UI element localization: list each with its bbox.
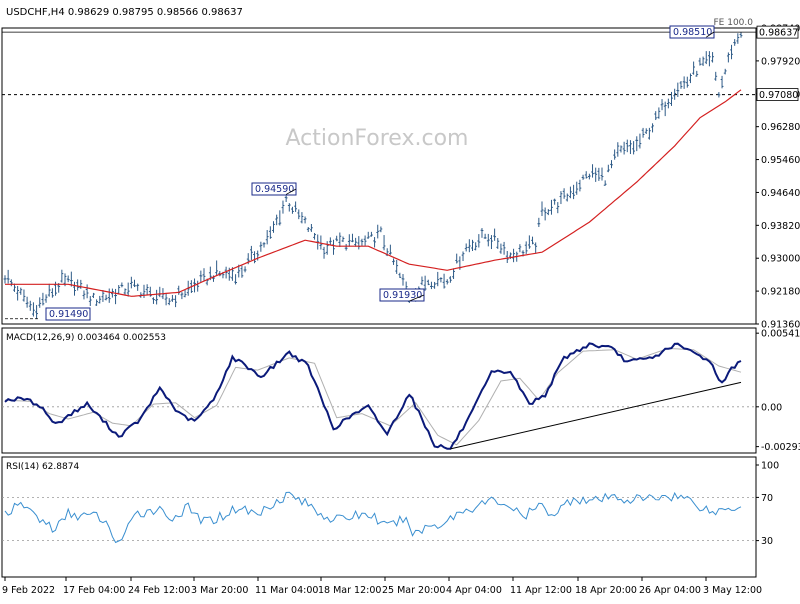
rsi-title: RSI(14) 62.8874: [6, 462, 79, 472]
price-tick-label: 0.91360: [761, 320, 800, 331]
macd-line: [4, 342, 742, 450]
annotation-label: 0.91490: [49, 309, 88, 320]
price-tick-label: 0.93000: [761, 254, 800, 265]
rsi-tick-label: 30: [761, 536, 773, 547]
annotation-label: 0.94590: [255, 184, 294, 195]
x-tick-label: 17 Feb 04:00: [63, 585, 125, 596]
x-tick-label: 3 May 12:00: [703, 585, 762, 596]
annotation-box: [669, 25, 715, 39]
x-tick-label: 3 Mar 20:00: [191, 585, 248, 596]
symbol-header: USDCHF,H4 0.98629 0.98795 0.98566 0.9863…: [6, 7, 243, 18]
rsi-panel-frame: [1, 456, 757, 578]
x-tick-label: 25 Mar 20:00: [382, 585, 445, 596]
annotation-box: [45, 307, 91, 321]
moving-average-line: [5, 89, 742, 297]
annotation-leader: [285, 188, 297, 195]
price-tick-label: 0.92180: [761, 287, 800, 298]
price-tick-label: 0.97920: [761, 56, 800, 67]
macd-tick-label: 0.00: [761, 402, 782, 413]
price-panel-frame: [1, 27, 757, 325]
macd-signal-line: [4, 347, 742, 446]
rsi-line: [4, 491, 742, 544]
macd-title: MACD(12,26,9) 0.003464 0.002553: [6, 333, 166, 343]
macd-panel-frame: [1, 327, 757, 454]
x-tick-label: 18 Apr 20:00: [575, 585, 637, 596]
annotation-leader: [409, 294, 425, 302]
rsi-tick-label: 70: [761, 493, 773, 504]
price-tick-label: 0.94640: [761, 188, 800, 199]
x-tick-label: 26 Apr 04:00: [639, 585, 701, 596]
macd-tick-label: 0.005419: [761, 329, 800, 340]
price-tick-label: 0.95460: [761, 155, 800, 166]
price-tick-label: 0.93820: [761, 221, 800, 232]
watermark: ActionForex.com: [286, 126, 469, 151]
x-tick-label: 9 Feb 2022: [2, 585, 55, 596]
x-tick-label: 24 Feb 12:00: [128, 585, 190, 596]
last-price-label: 0.98637: [759, 28, 798, 39]
macd-tick-label: -0.00293: [761, 442, 800, 453]
x-tick-label: 4 Apr 04:00: [446, 585, 502, 596]
annotation-label: 0.91930: [383, 290, 422, 301]
fe-label: FE 100.0: [714, 18, 754, 28]
rsi-tick-label: 100: [761, 461, 779, 472]
level-price-box: [756, 88, 799, 101]
x-tick-label: 11 Mar 04:00: [255, 585, 318, 596]
macd-trendline: [450, 381, 742, 450]
x-tick-label: 11 Apr 12:00: [510, 585, 572, 596]
annotation-label: 0.98510: [673, 27, 712, 38]
last-price-box: [756, 25, 799, 39]
price-tick-label: 0.96280: [761, 122, 800, 133]
x-tick-label: 18 Mar 12:00: [318, 585, 381, 596]
annotation-leader: [706, 31, 715, 38]
level-price-label: 0.97080: [759, 90, 798, 101]
